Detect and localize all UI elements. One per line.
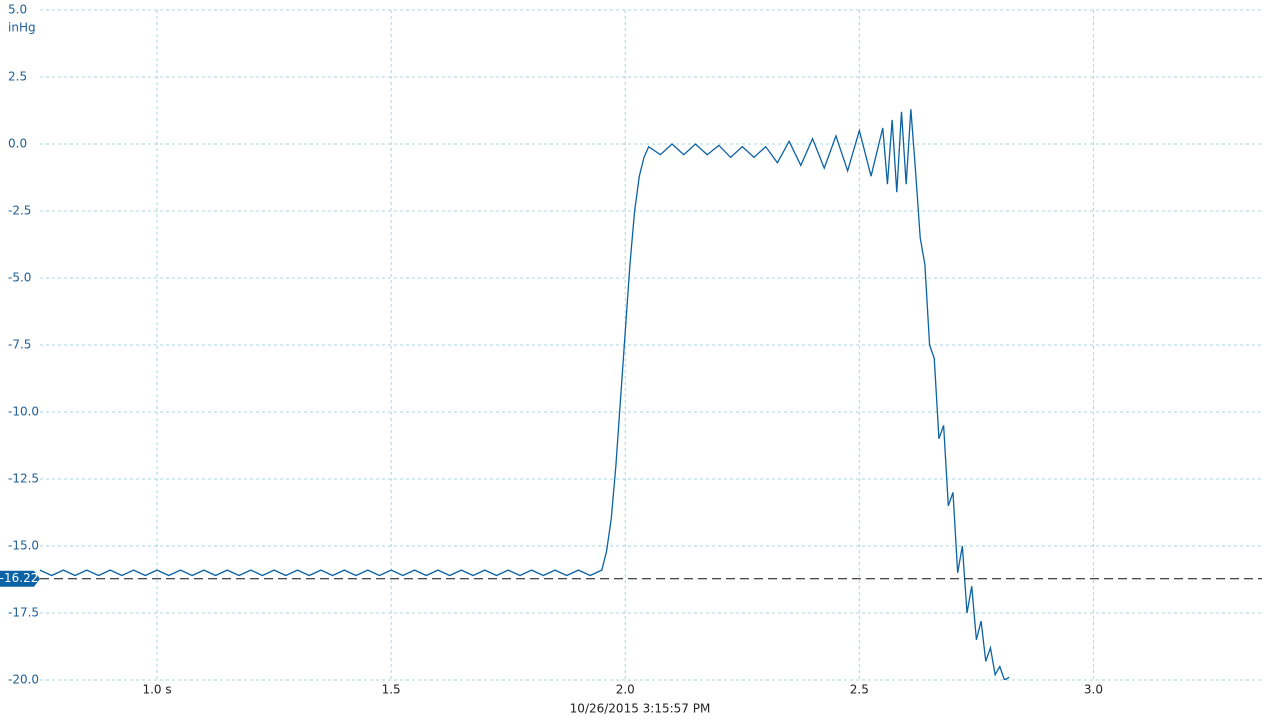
x-tick-label: 2.5 — [850, 683, 869, 697]
y-axis-unit: inHg — [8, 21, 36, 35]
y-tick-label: -12.5 — [8, 472, 39, 486]
x-tick-label: 1.5 — [382, 683, 401, 697]
reference-label: -16.22 — [0, 571, 38, 585]
y-tick-label: 5.0 — [8, 3, 27, 17]
y-tick-label: 2.5 — [8, 70, 27, 84]
reference-marker — [0, 570, 40, 587]
y-tick-label: -17.5 — [8, 606, 39, 620]
x-axis-label: 10/26/2015 3:15:57 PM — [570, 702, 711, 716]
y-tick-label: -15.0 — [8, 539, 39, 553]
y-tick-label: -10.0 — [8, 405, 39, 419]
y-tick-label: -2.5 — [8, 204, 31, 218]
y-tick-label: 0.0 — [8, 137, 27, 151]
x-tick-label: 1.0 s — [142, 683, 171, 697]
x-tick-label: 3.0 — [1084, 683, 1103, 697]
y-tick-label: -7.5 — [8, 338, 31, 352]
y-tick-label: -20.0 — [8, 673, 39, 687]
series-line — [40, 109, 1010, 680]
y-tick-label: -5.0 — [8, 271, 31, 285]
x-tick-label: 2.0 — [616, 683, 635, 697]
